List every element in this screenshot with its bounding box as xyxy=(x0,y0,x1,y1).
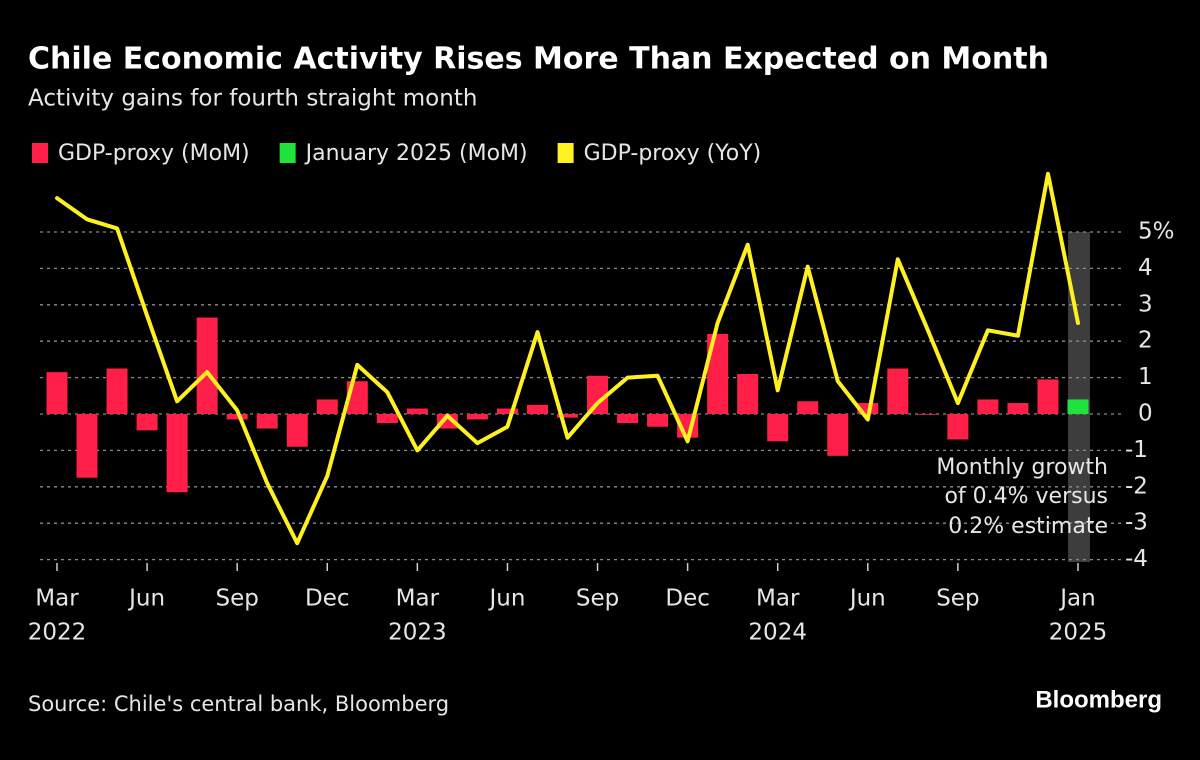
brand-logo: Bloomberg xyxy=(1035,686,1162,713)
source: Source: Chile's central bank, Bloomberg xyxy=(28,692,449,716)
bar xyxy=(1067,399,1089,414)
bar xyxy=(947,414,969,440)
x-tick-label: Jun xyxy=(487,586,525,612)
x-tick-label: Mar xyxy=(396,586,440,612)
bar xyxy=(707,333,729,414)
bar xyxy=(136,414,158,431)
x-tick-label: Dec xyxy=(665,586,710,612)
legend-label: GDP-proxy (MoM) xyxy=(58,141,250,166)
bar xyxy=(1037,379,1059,414)
bar xyxy=(737,373,759,414)
legend-swatch xyxy=(279,143,296,163)
legend: GDP-proxy (MoM) January 2025 (MoM) GDP-pro… xyxy=(32,141,761,166)
x-tick-label: Jun xyxy=(127,586,165,612)
highlight-band xyxy=(1068,232,1090,562)
x-tick-label: Dec xyxy=(305,586,350,612)
bar xyxy=(196,317,218,414)
bar xyxy=(827,414,849,456)
annotation: 0.2% estimate xyxy=(948,514,1108,539)
bar xyxy=(647,414,669,427)
bar xyxy=(286,414,308,447)
legend-swatch xyxy=(557,143,574,163)
plot xyxy=(46,171,1089,546)
y-tick-label: -2 xyxy=(1125,473,1148,499)
y-tick-label: 0 xyxy=(1138,401,1153,427)
chart-title: Chile Economic Activity Rises More Than … xyxy=(28,42,1049,77)
bar xyxy=(857,403,879,414)
bar xyxy=(496,408,518,414)
y-tick-label: 2 xyxy=(1138,328,1153,354)
legend-swatch xyxy=(32,143,48,163)
bar xyxy=(256,414,278,429)
grid: 5% 4 3 2 1 0 -1 -2 -3 -4 Mar 2022 Jun Sep Dec Mar 2023 Ju… xyxy=(28,219,1175,646)
bar xyxy=(977,399,999,414)
bar xyxy=(466,414,488,420)
legend-label: January 2025 (MoM) xyxy=(304,141,528,166)
y-tick-label: -1 xyxy=(1125,437,1148,463)
x-tick-label: Sep xyxy=(576,586,619,612)
annotation: of 0.4% versus xyxy=(944,484,1108,509)
x-tick-label: Jan xyxy=(1058,586,1095,612)
line xyxy=(55,171,1080,546)
bar xyxy=(316,399,338,414)
bar xyxy=(166,414,188,493)
bar xyxy=(76,414,98,478)
bar xyxy=(767,414,789,442)
x-year-label: 2024 xyxy=(748,620,807,646)
y-tick-label: -4 xyxy=(1125,546,1148,572)
bar xyxy=(917,414,939,415)
bar xyxy=(887,368,909,414)
y-tick-label: 3 xyxy=(1138,291,1153,317)
x-tick-label: Mar xyxy=(35,586,79,612)
chart-subtitle: Activity gains for fourth straight month xyxy=(28,86,477,112)
annotation: Monthly growth xyxy=(936,455,1108,480)
bar xyxy=(46,372,68,414)
bar xyxy=(1007,403,1029,414)
x-tick-label: Sep xyxy=(936,586,979,612)
bar xyxy=(557,414,578,418)
bar xyxy=(106,368,128,414)
legend-label: GDP-proxy (YoY) xyxy=(584,141,762,166)
x-tick-label: Sep xyxy=(215,586,258,612)
x-year-label: 2023 xyxy=(388,620,447,646)
y-tick-label: 4 xyxy=(1138,255,1153,281)
y-tick-label: 1 xyxy=(1138,364,1153,390)
y-tick-label: 5% xyxy=(1138,219,1175,245)
bar xyxy=(526,404,548,414)
bar xyxy=(406,408,428,414)
bar xyxy=(226,414,248,420)
y-tick-label: -3 xyxy=(1125,510,1148,536)
bar xyxy=(587,375,609,414)
bar xyxy=(797,401,819,414)
bar xyxy=(617,414,639,424)
x-year-label: 2025 xyxy=(1049,620,1108,646)
x-tick-label: Mar xyxy=(756,586,800,612)
bar xyxy=(376,414,398,424)
x-year-label: 2022 xyxy=(28,620,87,646)
x-tick-label: Jun xyxy=(848,586,886,612)
